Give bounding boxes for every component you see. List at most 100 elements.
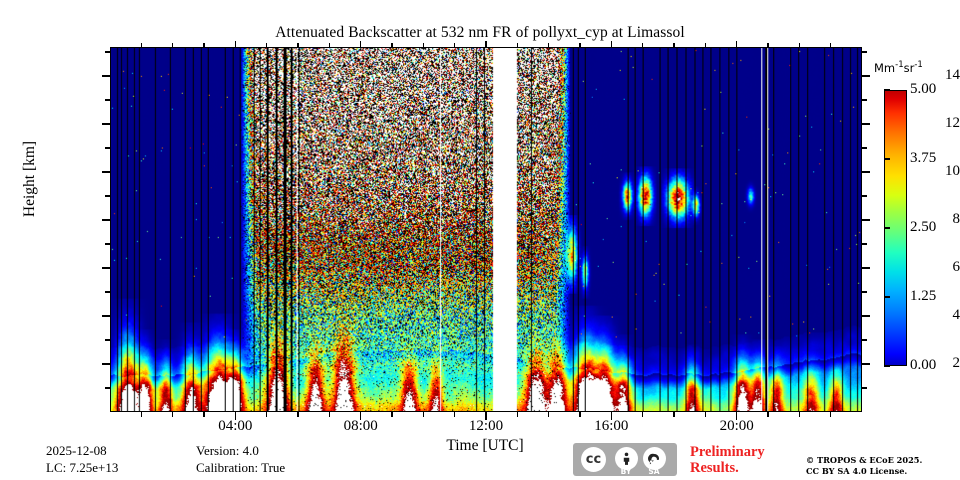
- x-tick-mark: [234, 412, 237, 420]
- x-tick-minor-top: [297, 43, 299, 47]
- x-tick-mark: [735, 412, 738, 420]
- y-tick-label: 6: [952, 258, 960, 275]
- y-tick-mark: [102, 363, 110, 365]
- x-tick-minor-top: [579, 43, 581, 47]
- y-tick-mark-right: [862, 267, 870, 269]
- y-tick-minor: [105, 195, 110, 197]
- x-tick-label: 16:00: [594, 418, 629, 434]
- footer-date: 2025-12-08: [46, 443, 107, 458]
- x-tick-minor: [391, 412, 393, 417]
- x-tick-minor-top: [673, 43, 675, 47]
- y-tick-minor: [105, 339, 110, 341]
- colorbar-tick-mark: [884, 227, 890, 229]
- colorbar-tick-label: 1.25: [910, 288, 937, 304]
- y-tick-minor: [105, 99, 110, 101]
- x-tick-minor-top: [641, 43, 644, 47]
- y-tick-label: 10: [945, 162, 960, 179]
- y-tick-mark-right: [862, 363, 870, 365]
- x-tick-label: 04:00: [218, 418, 253, 434]
- y-tick-minor: [105, 51, 110, 53]
- y-tick-minor: [105, 387, 110, 389]
- x-tick-mark-top: [485, 41, 487, 47]
- y-tick-mark: [102, 267, 110, 269]
- y-tick-minor-right: [862, 339, 867, 341]
- x-tick-minor: [704, 412, 707, 417]
- x-tick-mark: [485, 412, 487, 420]
- cc-by-label: BY: [620, 467, 632, 476]
- colorbar-tick-label: 2.50: [910, 219, 937, 235]
- x-tick-minor: [203, 412, 205, 417]
- x-tick-mark-top: [234, 41, 237, 47]
- x-tick-minor-top: [265, 43, 268, 47]
- x-tick-minor-top: [704, 43, 707, 47]
- colorbar-tick-label: 5.00: [910, 81, 937, 97]
- x-tick-minor: [453, 412, 456, 417]
- y-tick-mark: [102, 315, 110, 317]
- y-tick-mark: [102, 75, 110, 77]
- colorbar-unit-label: Mm-1sr-1: [874, 60, 923, 75]
- x-tick-minor-top: [328, 43, 331, 47]
- x-tick-minor: [422, 412, 425, 417]
- y-tick-minor-right: [862, 243, 867, 245]
- x-tick-minor: [265, 412, 268, 417]
- x-tick-minor: [673, 412, 675, 417]
- y-tick-minor-right: [862, 291, 867, 293]
- x-tick-minor-top: [453, 43, 456, 47]
- x-tick-minor: [328, 412, 331, 417]
- y-tick-minor-right: [862, 387, 867, 389]
- y-tick-mark-right: [862, 123, 870, 125]
- y-tick-mark-right: [862, 219, 870, 221]
- footer-calibration: Calibration: True: [196, 460, 286, 475]
- plot-area: [110, 47, 862, 412]
- x-tick-minor: [140, 412, 143, 417]
- page-title: Attenuated Backscatter at 532 nm FR of p…: [275, 24, 685, 41]
- cc-sa-label: SA: [648, 467, 660, 476]
- x-tick-minor-top: [203, 43, 205, 47]
- x-tick-minor-top: [767, 43, 769, 47]
- x-tick-minor: [547, 412, 550, 417]
- x-tick-minor: [641, 412, 644, 417]
- x-tick-minor: [829, 412, 832, 417]
- backscatter-heatmap: [111, 48, 861, 411]
- x-tick-minor: [798, 412, 801, 417]
- x-tick-mark-top: [610, 41, 613, 47]
- y-tick-mark: [102, 219, 110, 221]
- y-tick-minor-right: [862, 99, 867, 101]
- y-tick-label: 2: [952, 354, 960, 371]
- x-tick-mark-top: [359, 41, 362, 47]
- y-tick-label: 14: [945, 66, 960, 83]
- y-tick-label: 12: [945, 114, 960, 131]
- x-tick-mark: [610, 412, 613, 420]
- y-tick-mark: [102, 123, 110, 125]
- colorbar-tick-label: 0.00: [910, 357, 937, 373]
- y-tick-minor: [105, 147, 110, 149]
- x-tick-minor: [579, 412, 581, 417]
- x-tick-minor: [767, 412, 769, 417]
- copyright-line-2: CC BY SA 4.0 License.: [806, 466, 908, 476]
- colorbar-tick-label: 3.75: [910, 150, 937, 166]
- colorbar-tick-mark: [884, 296, 890, 298]
- share-alike-icon: [643, 447, 666, 470]
- preliminary-results-note: Preliminary Results.: [690, 444, 765, 476]
- colorbar-tick-mark: [884, 89, 890, 91]
- y-tick-label: 8: [952, 210, 960, 227]
- x-tick-minor-top: [422, 43, 425, 47]
- x-tick-minor-top: [829, 43, 832, 47]
- y-tick-label: 4: [952, 306, 960, 323]
- x-tick-label: 20:00: [719, 418, 754, 434]
- y-tick-mark-right: [862, 75, 870, 77]
- y-tick-minor: [105, 243, 110, 245]
- y-tick-minor-right: [862, 147, 867, 149]
- colorbar-tick-mark: [884, 365, 890, 367]
- x-tick-minor-top: [140, 43, 143, 47]
- y-tick-mark-right: [862, 171, 870, 173]
- x-axis-title: Time [UTC]: [446, 437, 524, 454]
- y-axis-title: Height [km]: [21, 140, 38, 218]
- footer-version: Version: 4.0: [196, 443, 259, 458]
- copyright-line-1: © TROPOS & ECoE 2025.: [806, 455, 923, 465]
- x-tick-mark-top: [735, 41, 738, 47]
- y-tick-mark: [102, 171, 110, 173]
- x-tick-minor-top: [171, 43, 174, 47]
- x-tick-minor-top: [391, 43, 393, 47]
